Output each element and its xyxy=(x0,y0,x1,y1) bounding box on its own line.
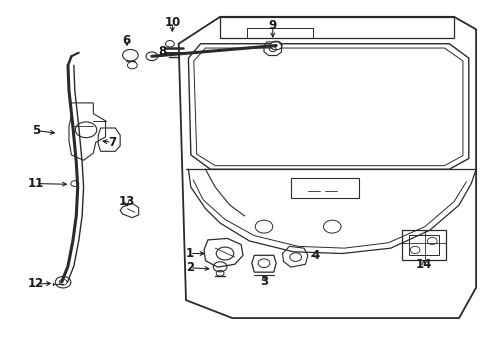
Text: 12: 12 xyxy=(28,278,44,291)
Text: 8: 8 xyxy=(158,45,166,58)
Text: 2: 2 xyxy=(185,261,194,274)
Text: 14: 14 xyxy=(415,258,431,271)
Text: 9: 9 xyxy=(268,19,276,32)
Text: 3: 3 xyxy=(260,275,267,288)
Text: 1: 1 xyxy=(185,247,194,260)
Text: 4: 4 xyxy=(310,249,319,262)
Bar xyxy=(290,178,358,198)
Circle shape xyxy=(270,41,282,50)
Text: 6: 6 xyxy=(122,34,130,48)
Circle shape xyxy=(146,52,158,60)
Text: 11: 11 xyxy=(28,177,44,190)
Text: 13: 13 xyxy=(118,195,134,208)
Text: 10: 10 xyxy=(164,16,180,29)
Bar xyxy=(401,230,446,260)
Text: 5: 5 xyxy=(32,124,40,137)
Text: 7: 7 xyxy=(107,136,116,149)
Bar xyxy=(408,235,438,255)
